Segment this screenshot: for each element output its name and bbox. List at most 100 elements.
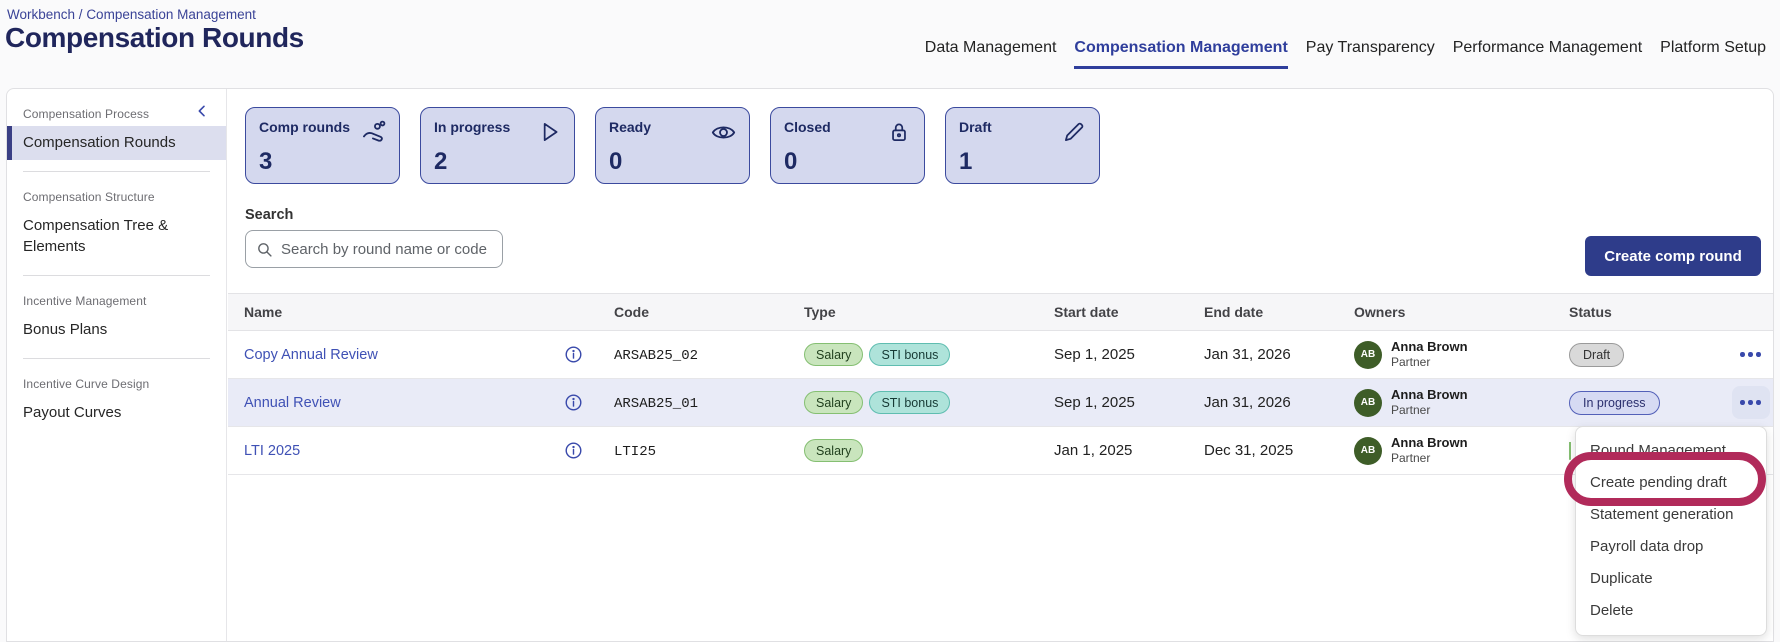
menu-item-duplicate[interactable]: Duplicate xyxy=(1590,570,1653,587)
sidebar-divider xyxy=(23,171,210,173)
start-date: Sep 1, 2025 xyxy=(1054,394,1135,411)
menu-item-payroll-data-drop[interactable]: Payroll data drop xyxy=(1590,538,1704,555)
sidebar-item-compensation-tree-elements[interactable]: Compensation Tree & Elements xyxy=(23,217,169,255)
column-header-status: Status xyxy=(1569,304,1612,320)
end-date: Jan 31, 2026 xyxy=(1204,394,1291,411)
sidebar-item-payout-curves[interactable]: Payout Curves xyxy=(23,404,122,421)
sidebar: Compensation Process Compensation Rounds… xyxy=(7,89,227,641)
row-actions-ellipsis-icon[interactable] xyxy=(1740,352,1761,357)
stat-card-label: In progress xyxy=(434,119,511,135)
owner-name: Anna Brown xyxy=(1391,386,1468,402)
tab-data-management[interactable]: Data Management xyxy=(924,39,1057,56)
column-header-end-date: End date xyxy=(1204,304,1264,320)
stat-card-label: Draft xyxy=(959,119,992,135)
ellipsis-icon xyxy=(1740,400,1761,405)
sidebar-item-bonus-plans[interactable]: Bonus Plans xyxy=(23,320,108,338)
row-actions-ellipsis-button[interactable] xyxy=(1731,386,1770,419)
breadcrumb-workbench[interactable]: Workbench xyxy=(7,7,76,22)
stat-card-closed[interactable]: Closed 0 xyxy=(770,107,925,184)
owner-role: Partner xyxy=(1391,403,1431,418)
menu-item-statement-generation[interactable]: Statement generation xyxy=(1590,506,1734,523)
round-code: ARSAB25_01 xyxy=(614,395,699,412)
type-pill-salary: Salary xyxy=(804,391,864,414)
sidebar-divider xyxy=(23,274,210,276)
column-header-type: Type xyxy=(804,304,836,320)
owner-role: Partner xyxy=(1391,451,1431,466)
main-panel: Compensation Process Compensation Rounds… xyxy=(6,88,1774,642)
status-badge: Draft xyxy=(1569,342,1625,367)
stat-cards-row: Comp rounds 3 In progress 2 Ready xyxy=(245,107,1100,184)
avatar: AB xyxy=(1354,340,1382,369)
table-row: Copy Annual Review ARSAB25_02 Salary STI… xyxy=(228,331,1773,379)
sidebar-collapse-button[interactable] xyxy=(190,99,214,123)
chevron-left-icon xyxy=(198,105,205,117)
stat-card-value: 1 xyxy=(959,148,973,175)
play-icon xyxy=(543,123,558,141)
breadcrumb: Workbench / Compensation Management xyxy=(7,7,256,22)
sidebar-section-incentive-management: Incentive Management xyxy=(23,293,147,308)
stat-card-draft[interactable]: Draft 1 xyxy=(945,107,1100,184)
row-context-menu: Round Management Create pending draft St… xyxy=(1575,426,1767,636)
comp-rounds-table: Name Code Type Start date End date Owner… xyxy=(228,293,1773,475)
owner-role: Partner xyxy=(1391,355,1431,370)
round-name-link[interactable]: Copy Annual Review xyxy=(244,346,378,363)
search-box xyxy=(245,230,503,268)
pencil-icon xyxy=(1065,122,1084,141)
tab-compensation-management[interactable]: Compensation Management xyxy=(1074,39,1288,69)
round-name-link[interactable]: LTI 2025 xyxy=(244,442,301,459)
avatar: AB xyxy=(1354,388,1382,417)
lock-icon xyxy=(892,123,906,141)
page-title: Compensation Rounds xyxy=(5,22,304,53)
sidebar-section-compensation-process: Compensation Process xyxy=(23,107,150,121)
menu-item-round-management[interactable]: Round Management xyxy=(1590,442,1726,459)
sidebar-item-compensation-rounds[interactable]: Compensation Rounds xyxy=(7,126,226,161)
stat-card-in-progress[interactable]: In progress 2 xyxy=(420,107,575,184)
stat-card-value: 0 xyxy=(609,148,623,175)
column-header-code: Code xyxy=(614,304,649,320)
stat-card-value: 3 xyxy=(259,148,273,175)
info-icon[interactable] xyxy=(564,345,583,364)
type-pill-salary: Salary xyxy=(804,439,864,462)
column-header-start-date: Start date xyxy=(1054,304,1119,320)
info-icon[interactable] xyxy=(564,441,583,460)
tab-performance-management[interactable]: Performance Management xyxy=(1452,39,1643,56)
breadcrumb-separator: / xyxy=(75,7,87,22)
round-name-link[interactable]: Annual Review xyxy=(244,394,341,411)
sidebar-section-incentive-curve-design: Incentive Curve Design xyxy=(23,377,150,391)
status-badge: In progress xyxy=(1569,390,1660,415)
column-header-owners: Owners xyxy=(1354,304,1406,320)
column-header-name: Name xyxy=(244,304,283,320)
start-date: Jan 1, 2025 xyxy=(1054,442,1133,459)
info-icon[interactable] xyxy=(564,393,583,412)
tab-platform-setup[interactable]: Platform Setup xyxy=(1660,39,1766,56)
menu-item-create-pending-draft[interactable]: Create pending draft xyxy=(1590,474,1727,491)
table-row: Annual Review ARSAB25_01 Salary STI bonu… xyxy=(228,379,1773,427)
type-pill-sti-bonus: STI bonus xyxy=(869,343,951,366)
table-header: Name Code Type Start date End date Owner… xyxy=(228,293,1773,331)
owner-name: Anna Brown xyxy=(1391,434,1468,450)
menu-item-delete[interactable]: Delete xyxy=(1590,602,1634,619)
end-date: Jan 31, 2026 xyxy=(1204,346,1291,363)
hand-coins-icon xyxy=(363,120,386,142)
stat-card-label: Closed xyxy=(784,119,831,135)
content-area: Comp rounds 3 In progress 2 Ready xyxy=(228,89,1773,641)
stat-card-value: 2 xyxy=(434,148,448,175)
stat-card-label: Ready xyxy=(609,119,652,135)
type-pill-sti-bonus: STI bonus xyxy=(869,391,951,414)
search-input[interactable] xyxy=(281,240,494,258)
sidebar-divider xyxy=(23,358,210,359)
avatar: AB xyxy=(1354,436,1382,465)
stat-card-ready[interactable]: Ready 0 xyxy=(595,107,750,184)
stat-card-label: Comp rounds xyxy=(259,119,350,135)
stat-card-value: 0 xyxy=(784,148,798,175)
breadcrumb-compensation-management[interactable]: Compensation Management xyxy=(86,7,256,22)
round-code: ARSAB25_02 xyxy=(614,347,699,364)
table-row: LTI 2025 LTI25 Salary Jan 1, 2025 Dec 31… xyxy=(228,427,1773,475)
search-icon xyxy=(258,242,272,257)
create-comp-round-button[interactable]: Create comp round xyxy=(1585,236,1761,276)
end-date: Dec 31, 2025 xyxy=(1204,442,1294,459)
status-badge-occluded xyxy=(1569,441,1571,460)
stat-card-comp-rounds[interactable]: Comp rounds 3 xyxy=(245,107,400,184)
tab-pay-transparency[interactable]: Pay Transparency xyxy=(1305,39,1435,56)
top-nav: Data Management Compensation Management … xyxy=(925,39,1766,69)
